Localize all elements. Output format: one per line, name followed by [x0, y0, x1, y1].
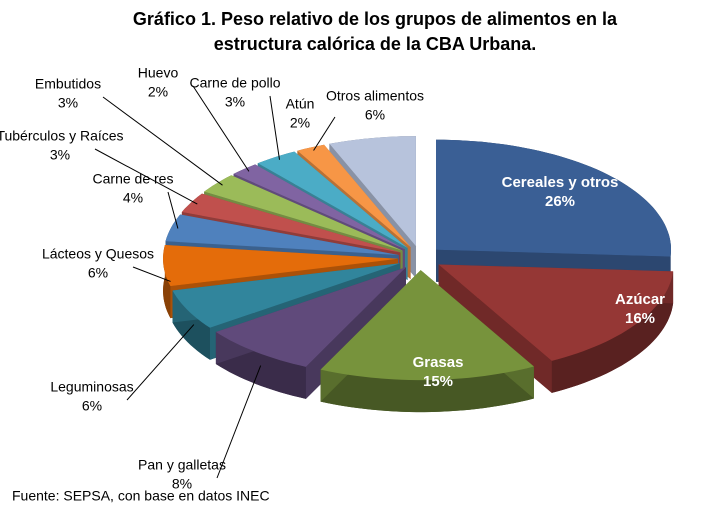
- slice-label: Tubérculos y Raíces: [0, 128, 124, 144]
- slice-side: [551, 271, 674, 393]
- leader-line: [313, 116, 336, 151]
- slice-label: Pan y galletas: [138, 457, 226, 473]
- slice-label: Embutidos: [35, 76, 101, 92]
- leader-line: [94, 148, 198, 205]
- value-label: 3%: [50, 147, 70, 163]
- value-label: 4%: [123, 190, 143, 206]
- value-label: 8%: [172, 476, 192, 492]
- slice-label: Grasas: [413, 354, 464, 371]
- slice: [297, 144, 411, 248]
- slice-label: Lácteos y Quesos: [42, 246, 154, 262]
- leader-line: [126, 324, 195, 401]
- leader-line: [269, 95, 281, 160]
- slice-label: Huevo: [138, 65, 179, 81]
- slice: [436, 139, 671, 257]
- slice-label: Cereales y otros: [502, 174, 619, 191]
- slice: [329, 136, 416, 247]
- slice: [181, 193, 401, 253]
- slice: [438, 264, 674, 361]
- leader-line: [167, 191, 179, 229]
- value-label: 6%: [88, 265, 108, 281]
- slice: [172, 263, 401, 328]
- value-label: 26%: [545, 193, 575, 210]
- slice: [320, 270, 534, 381]
- value-label: 6%: [365, 107, 385, 123]
- slice: [204, 175, 403, 251]
- slice-label: Otros alimentos: [326, 88, 424, 104]
- slice-label: Azúcar: [615, 291, 665, 308]
- slice-label: Atún: [286, 96, 315, 112]
- slice-label: Carne de pollo: [189, 75, 280, 91]
- value-label: 3%: [58, 95, 78, 111]
- value-label: 16%: [625, 310, 655, 327]
- leader-line: [132, 266, 171, 282]
- value-label: 15%: [423, 373, 453, 390]
- slice-side: [320, 366, 534, 413]
- leader-line: [102, 96, 223, 186]
- value-label: 2%: [290, 115, 310, 131]
- value-label: 6%: [82, 398, 102, 414]
- slice: [233, 164, 405, 250]
- slice-label: Leguminosas: [50, 379, 133, 395]
- source: Fuente: SEPSA, con base en datos INEC: [12, 488, 270, 504]
- slice: [163, 245, 398, 287]
- chart-title: estructura calórica de la CBA Urbana.: [214, 34, 536, 54]
- slice: [165, 214, 399, 255]
- value-label: 2%: [148, 84, 168, 100]
- slice: [257, 151, 408, 248]
- leader-line: [192, 85, 250, 172]
- value-label: 3%: [225, 94, 245, 110]
- leader-line: [216, 365, 262, 479]
- slice-label: Carne de res: [93, 171, 174, 187]
- chart-title: Gráfico 1. Peso relativo de los grupos d…: [133, 9, 618, 29]
- slice: [215, 267, 406, 367]
